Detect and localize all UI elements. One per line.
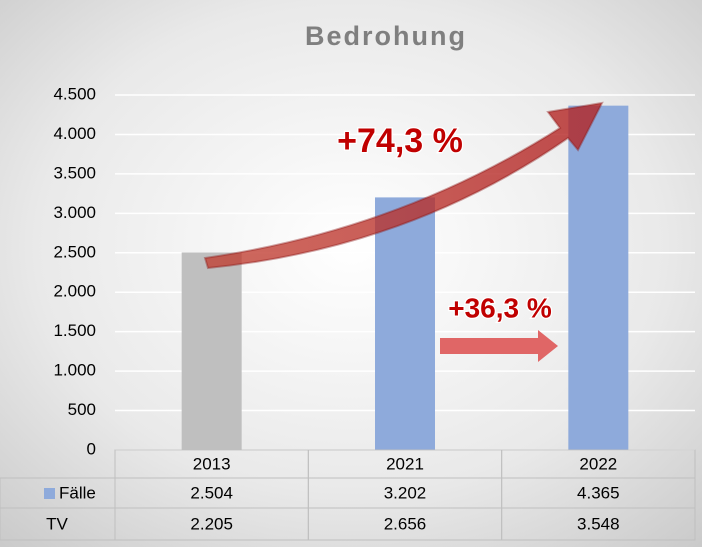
y-tick-label: 1.000: [53, 361, 96, 380]
y-tick-label: 500: [68, 400, 96, 419]
table-value: 2.656: [384, 514, 427, 533]
legend-label: TV: [46, 514, 68, 533]
y-tick-label: 3.500: [53, 163, 96, 182]
table-value: 2.205: [190, 514, 233, 533]
y-tick-label: 2.500: [53, 242, 96, 261]
y-tick-label: 0: [87, 439, 96, 458]
legend-label: Fälle: [59, 483, 96, 502]
x-tick-label: 2021: [386, 454, 424, 473]
bar: [375, 197, 435, 450]
annotation: +74,3 %: [337, 122, 463, 160]
table-cell: [0, 507, 116, 541]
table-value: 4.365: [577, 483, 620, 502]
table-value: 3.548: [577, 514, 620, 533]
y-tick-label: 2.000: [53, 282, 96, 301]
x-tick-label: 2022: [579, 454, 617, 473]
y-tick-label: 3.000: [53, 203, 96, 222]
table-cell: [501, 507, 696, 541]
table-value: 2.504: [190, 483, 233, 502]
y-tick-label: 1.500: [53, 321, 96, 340]
legend-key: [44, 488, 55, 499]
bar: [568, 105, 629, 451]
growth-arrow: [203, 101, 604, 270]
y-tick-label: 4.000: [53, 124, 96, 143]
bar: [181, 252, 242, 450]
small-arrow: [440, 330, 558, 362]
table-value: 3.202: [384, 483, 427, 502]
annotation: +36,3 %: [448, 292, 552, 323]
chart-title: Bedrohung: [305, 21, 467, 51]
x-tick-label: 2013: [193, 454, 231, 473]
y-tick-label: 4.500: [53, 84, 96, 103]
